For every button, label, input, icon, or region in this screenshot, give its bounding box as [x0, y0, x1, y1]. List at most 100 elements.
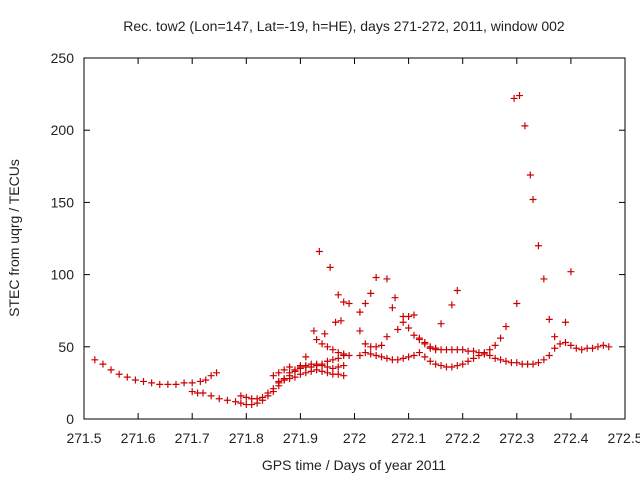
x-tick-label: 272.3 [499, 430, 534, 446]
x-tick-label: 272.1 [391, 430, 426, 446]
data-point [115, 370, 123, 378]
data-point [313, 336, 321, 344]
data-point [269, 372, 277, 380]
data-point [253, 395, 261, 403]
data-point [334, 291, 342, 299]
data-point [340, 372, 348, 380]
series-arc-3 [237, 360, 348, 403]
data-point [513, 359, 521, 367]
data-point [405, 353, 413, 361]
data-point [361, 299, 369, 307]
data-point [529, 360, 537, 368]
data-point [572, 344, 580, 352]
data-point [91, 356, 99, 364]
data-point [296, 362, 304, 370]
y-tick-label: 200 [51, 122, 75, 138]
data-point [459, 360, 467, 368]
data-point [123, 373, 131, 381]
data-point [269, 385, 277, 393]
data-point [337, 317, 345, 325]
data-point [399, 354, 407, 362]
x-tick-label: 271.8 [229, 430, 264, 446]
series-arc-5 [275, 366, 348, 385]
data-point [323, 343, 331, 351]
data-point [394, 325, 402, 333]
data-point [172, 380, 180, 388]
data-point [291, 373, 299, 381]
data-point [291, 366, 299, 374]
series-arc-8 [356, 286, 461, 354]
data-point [196, 377, 204, 385]
data-point [551, 344, 559, 352]
data-point [399, 318, 407, 326]
data-point [491, 354, 499, 362]
data-point [329, 346, 337, 354]
data-point [599, 341, 607, 349]
data-point [207, 372, 215, 380]
data-point [578, 346, 586, 354]
data-point [567, 268, 575, 276]
data-point [594, 343, 602, 351]
data-point [356, 327, 364, 335]
data-point [345, 351, 353, 359]
data-point [534, 242, 542, 250]
data-point [323, 369, 331, 377]
data-point [356, 308, 364, 316]
data-point [453, 362, 461, 370]
x-tick-label: 272 [343, 430, 367, 446]
data-point [432, 360, 440, 368]
data-point [275, 369, 283, 377]
data-point [410, 311, 418, 319]
data-point [156, 380, 164, 388]
data-point [391, 294, 399, 302]
data-point [383, 354, 391, 362]
data-point [526, 171, 534, 179]
data-point [464, 357, 472, 365]
data-point [223, 396, 231, 404]
data-point [334, 349, 342, 357]
data-point [207, 392, 215, 400]
data-point [313, 366, 321, 374]
data-point [513, 299, 521, 307]
data-point [415, 334, 423, 342]
data-point [164, 380, 172, 388]
data-point [307, 367, 315, 375]
series-arc-6 [313, 336, 348, 358]
x-tick-label: 271.9 [283, 430, 318, 446]
data-point [237, 399, 245, 407]
data-point [383, 275, 391, 283]
data-point [497, 356, 505, 364]
y-tick-label: 100 [51, 267, 75, 283]
data-point [199, 389, 207, 397]
data-point [521, 122, 529, 130]
series-arc-9 [356, 323, 510, 371]
data-point [410, 331, 418, 339]
data-point [486, 346, 494, 354]
data-point [188, 388, 196, 396]
data-point [188, 379, 196, 387]
y-tick-label: 0 [66, 411, 74, 427]
data-point [356, 351, 364, 359]
data-point [480, 349, 488, 357]
data-point [432, 346, 440, 354]
y-axis: 0 50 100 150 200 250 [51, 50, 625, 427]
data-point [405, 324, 413, 332]
data-point [202, 376, 210, 384]
data-point [140, 377, 148, 385]
data-point [561, 338, 569, 346]
data-point [372, 343, 380, 351]
data-point [310, 327, 318, 335]
data-point [340, 350, 348, 358]
data-point [567, 341, 575, 349]
data-point [242, 393, 250, 401]
data-point [470, 354, 478, 362]
data-point [502, 357, 510, 365]
data-point [470, 347, 478, 355]
data-point [405, 312, 413, 320]
data-point [148, 379, 156, 387]
data-point [345, 299, 353, 307]
data-point [264, 389, 272, 397]
data-point [372, 351, 380, 359]
x-tick-label: 271.5 [66, 430, 101, 446]
x-tick-label: 272.2 [445, 430, 480, 446]
